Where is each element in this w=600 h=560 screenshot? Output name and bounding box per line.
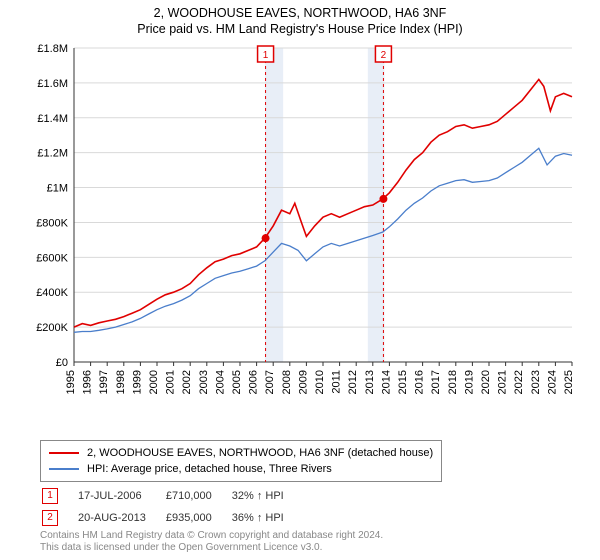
marker-price: £935,000 [166, 508, 230, 528]
svg-text:£400K: £400K [36, 287, 68, 299]
svg-text:2005: 2005 [231, 370, 243, 394]
svg-text:2000: 2000 [148, 370, 160, 394]
marker-delta: 36% ↑ HPI [232, 508, 302, 528]
svg-text:1998: 1998 [115, 370, 127, 394]
table-row: 1 17-JUL-2006 £710,000 32% ↑ HPI [42, 486, 302, 506]
svg-text:2: 2 [381, 50, 387, 61]
svg-text:2010: 2010 [314, 370, 326, 394]
svg-text:£1.8M: £1.8M [37, 43, 68, 55]
svg-text:2020: 2020 [480, 370, 492, 394]
marker-table: 1 17-JUL-2006 £710,000 32% ↑ HPI 2 20-AU… [40, 484, 304, 530]
footer-line-1: Contains HM Land Registry data © Crown c… [40, 530, 383, 542]
marker-number: 1 [42, 488, 58, 504]
svg-text:1996: 1996 [82, 370, 94, 394]
svg-text:£0: £0 [56, 357, 68, 369]
svg-text:2021: 2021 [497, 370, 509, 394]
price-chart: £0 £200K £400K £600K £800K £1M £1.2M £1.4M £1.6M… [20, 40, 580, 410]
svg-text:2003: 2003 [198, 370, 210, 394]
svg-text:2012: 2012 [347, 370, 359, 394]
svg-text:2022: 2022 [513, 370, 525, 394]
svg-text:£1.6M: £1.6M [37, 78, 68, 90]
svg-text:1999: 1999 [131, 370, 143, 394]
footer-line-2: This data is licensed under the Open Gov… [40, 542, 383, 554]
svg-text:2019: 2019 [463, 370, 475, 394]
legend-label-hpi: HPI: Average price, detached house, Thre… [87, 461, 332, 477]
svg-text:2009: 2009 [297, 370, 309, 394]
svg-text:2002: 2002 [181, 370, 193, 394]
legend-swatch-property [49, 452, 79, 454]
legend-label-property: 2, WOODHOUSE EAVES, NORTHWOOD, HA6 3NF (… [87, 445, 433, 461]
svg-text:2001: 2001 [165, 370, 177, 394]
svg-text:£600K: £600K [36, 252, 68, 264]
table-row: 2 20-AUG-2013 £935,000 36% ↑ HPI [42, 508, 302, 528]
marker-delta: 32% ↑ HPI [232, 486, 302, 506]
marker-date: 20-AUG-2013 [78, 508, 164, 528]
title-line-2: Price paid vs. HM Land Registry's House … [0, 20, 600, 40]
svg-text:2007: 2007 [264, 370, 276, 394]
marker-date: 17-JUL-2006 [78, 486, 164, 506]
svg-text:2024: 2024 [546, 370, 558, 394]
legend-item-property: 2, WOODHOUSE EAVES, NORTHWOOD, HA6 3NF (… [49, 445, 433, 461]
svg-text:£200K: £200K [36, 322, 68, 334]
svg-text:2011: 2011 [331, 370, 343, 394]
svg-text:2017: 2017 [430, 370, 442, 394]
svg-text:2016: 2016 [414, 370, 426, 394]
svg-text:2014: 2014 [380, 370, 392, 394]
svg-text:1995: 1995 [65, 370, 77, 394]
svg-text:£800K: £800K [36, 217, 68, 229]
legend-item-hpi: HPI: Average price, detached house, Thre… [49, 461, 433, 477]
svg-text:2023: 2023 [530, 370, 542, 394]
svg-text:2013: 2013 [364, 370, 376, 394]
svg-text:2008: 2008 [281, 370, 293, 394]
svg-text:1997: 1997 [98, 370, 110, 394]
svg-text:2018: 2018 [447, 370, 459, 394]
svg-text:2025: 2025 [563, 370, 575, 394]
title-line-1: 2, WOODHOUSE EAVES, NORTHWOOD, HA6 3NF [0, 0, 600, 20]
svg-text:1: 1 [263, 50, 269, 61]
marker-price: £710,000 [166, 486, 230, 506]
legend-swatch-hpi [49, 468, 79, 470]
marker-number: 2 [42, 510, 58, 526]
svg-text:£1M: £1M [47, 183, 68, 195]
legend: 2, WOODHOUSE EAVES, NORTHWOOD, HA6 3NF (… [40, 440, 442, 482]
footer: Contains HM Land Registry data © Crown c… [40, 530, 383, 554]
svg-text:2015: 2015 [397, 370, 409, 394]
svg-text:2004: 2004 [214, 370, 226, 394]
svg-text:2006: 2006 [248, 370, 260, 394]
svg-text:£1.4M: £1.4M [37, 113, 68, 125]
svg-text:£1.2M: £1.2M [37, 148, 68, 160]
